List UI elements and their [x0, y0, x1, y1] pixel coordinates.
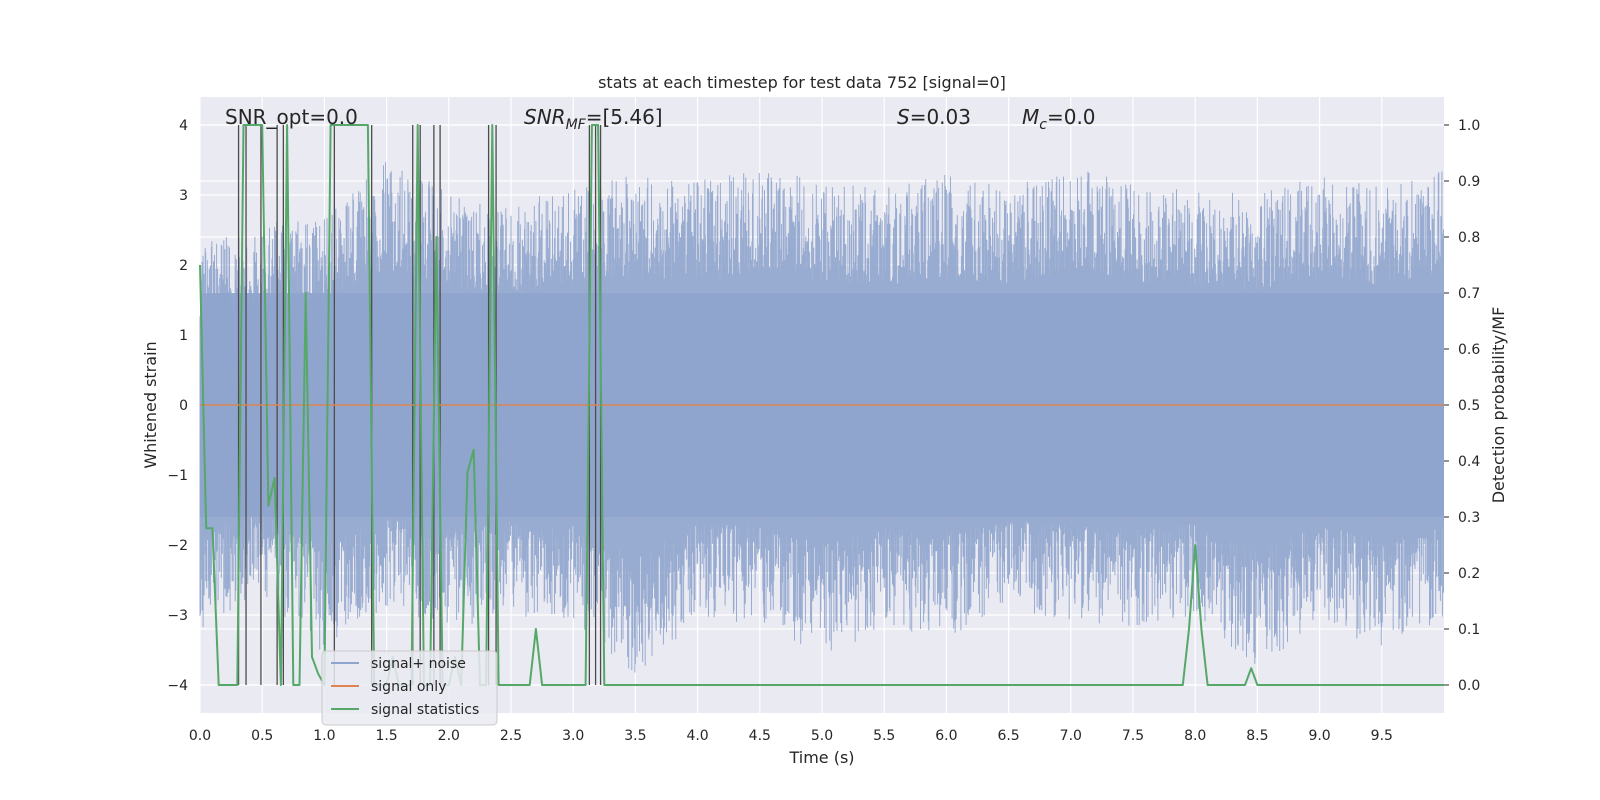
legend-box: [321, 650, 498, 726]
x-tick-label: 6.0: [935, 728, 957, 744]
legend-label-signal-statistics: signal statistics: [371, 702, 479, 718]
y-right-tick-label: 0.5: [1458, 398, 1480, 414]
x-tick-label: 7.5: [1122, 728, 1144, 744]
x-tick-label: 9.5: [1371, 728, 1393, 744]
y-axis-right-label: Detection probability/MF: [1489, 307, 1508, 504]
y-left-tick-label: −1: [167, 468, 188, 484]
y-right-tick-label: 0.2: [1458, 566, 1480, 582]
y-axis-right-ticks: 0.0 0.1 0.2 0.3 0.4 0.5 0.6 0.7 0.8 0.9 1.0: [1444, 118, 1480, 694]
x-tick-label: 5.5: [873, 728, 895, 744]
x-axis-label: Time (s): [788, 748, 854, 767]
mc-value: =0.0: [1047, 105, 1096, 129]
x-tick-label: 7.0: [1060, 728, 1082, 744]
x-axis-ticks: 0.0 0.5 1.0 1.5 2.0 2.5 3.0 3.5 4.0 4.5 5.0 5.5 6.0 6…: [189, 728, 1393, 744]
y-right-tick-label: 0.1: [1458, 622, 1480, 638]
mc-sub: c: [1039, 117, 1047, 133]
mc-name: M: [1022, 105, 1039, 129]
x-tick-label: 1.5: [375, 728, 397, 744]
y-right-tick-label: 0.8: [1458, 230, 1480, 246]
y-right-tick-label: 0.0: [1458, 678, 1480, 694]
y-left-tick-label: 2: [179, 258, 188, 274]
y-left-tick-label: −4: [167, 678, 188, 694]
y-left-tick-label: 3: [179, 188, 188, 204]
s-name: S: [897, 105, 910, 129]
snr-mf-value: =[5.46]: [586, 105, 663, 129]
y-right-tick-label: 0.9: [1458, 174, 1480, 190]
snr-mf-sub: MF: [566, 117, 587, 133]
y-left-tick-label: −3: [167, 608, 188, 624]
y-left-tick-label: 4: [179, 118, 188, 134]
x-tick-label: 2.5: [500, 728, 522, 744]
legend-label-signal-only: signal only: [371, 679, 446, 695]
annotation-snr-opt: SNR_opt=0.0: [225, 105, 358, 129]
y-right-tick-label: 0.3: [1458, 510, 1480, 526]
x-tick-label: 0.5: [251, 728, 273, 744]
y-axis-left-label: Whitened strain: [141, 341, 160, 468]
y-right-tick-label: 0.6: [1458, 342, 1480, 358]
x-tick-label: 0.0: [189, 728, 211, 744]
x-tick-label: 8.5: [1246, 728, 1268, 744]
annotation-mc: Mc=0.0: [1022, 105, 1096, 133]
x-tick-label: 5.0: [811, 728, 833, 744]
legend-label-signal-noise: signal+ noise: [371, 656, 466, 672]
y-left-tick-label: 0: [179, 398, 188, 414]
x-tick-label: 3.0: [562, 728, 584, 744]
y-left-tick-label: −2: [167, 538, 188, 554]
x-tick-label: 1.0: [313, 728, 335, 744]
x-tick-label: 8.0: [1184, 728, 1206, 744]
x-tick-label: 3.5: [624, 728, 646, 744]
x-tick-label: 4.0: [686, 728, 708, 744]
chart-title: stats at each timestep for test data 752…: [598, 73, 1006, 92]
x-tick-label: 2.0: [438, 728, 460, 744]
y-axis-left-ticks: −4 −3 −2 −1 0 1 2 3 4: [167, 118, 188, 694]
y-left-tick-label: 1: [179, 328, 188, 344]
y-right-tick-label: 0.4: [1458, 454, 1480, 470]
s-value: =0.03: [910, 105, 971, 129]
legend: signal+ noise signal only signal statist…: [321, 650, 498, 726]
annotation-snr-mf: SNRMF=[5.46]: [524, 105, 663, 133]
x-tick-label: 6.5: [997, 728, 1019, 744]
y-right-tick-label: 1.0: [1458, 118, 1480, 134]
y-right-tick-label: 0.7: [1458, 286, 1480, 302]
x-tick-label: 9.0: [1308, 728, 1330, 744]
snr-mf-name: SNR: [524, 105, 566, 129]
annotation-s: S=0.03: [897, 105, 971, 129]
x-tick-label: 4.5: [749, 728, 771, 744]
